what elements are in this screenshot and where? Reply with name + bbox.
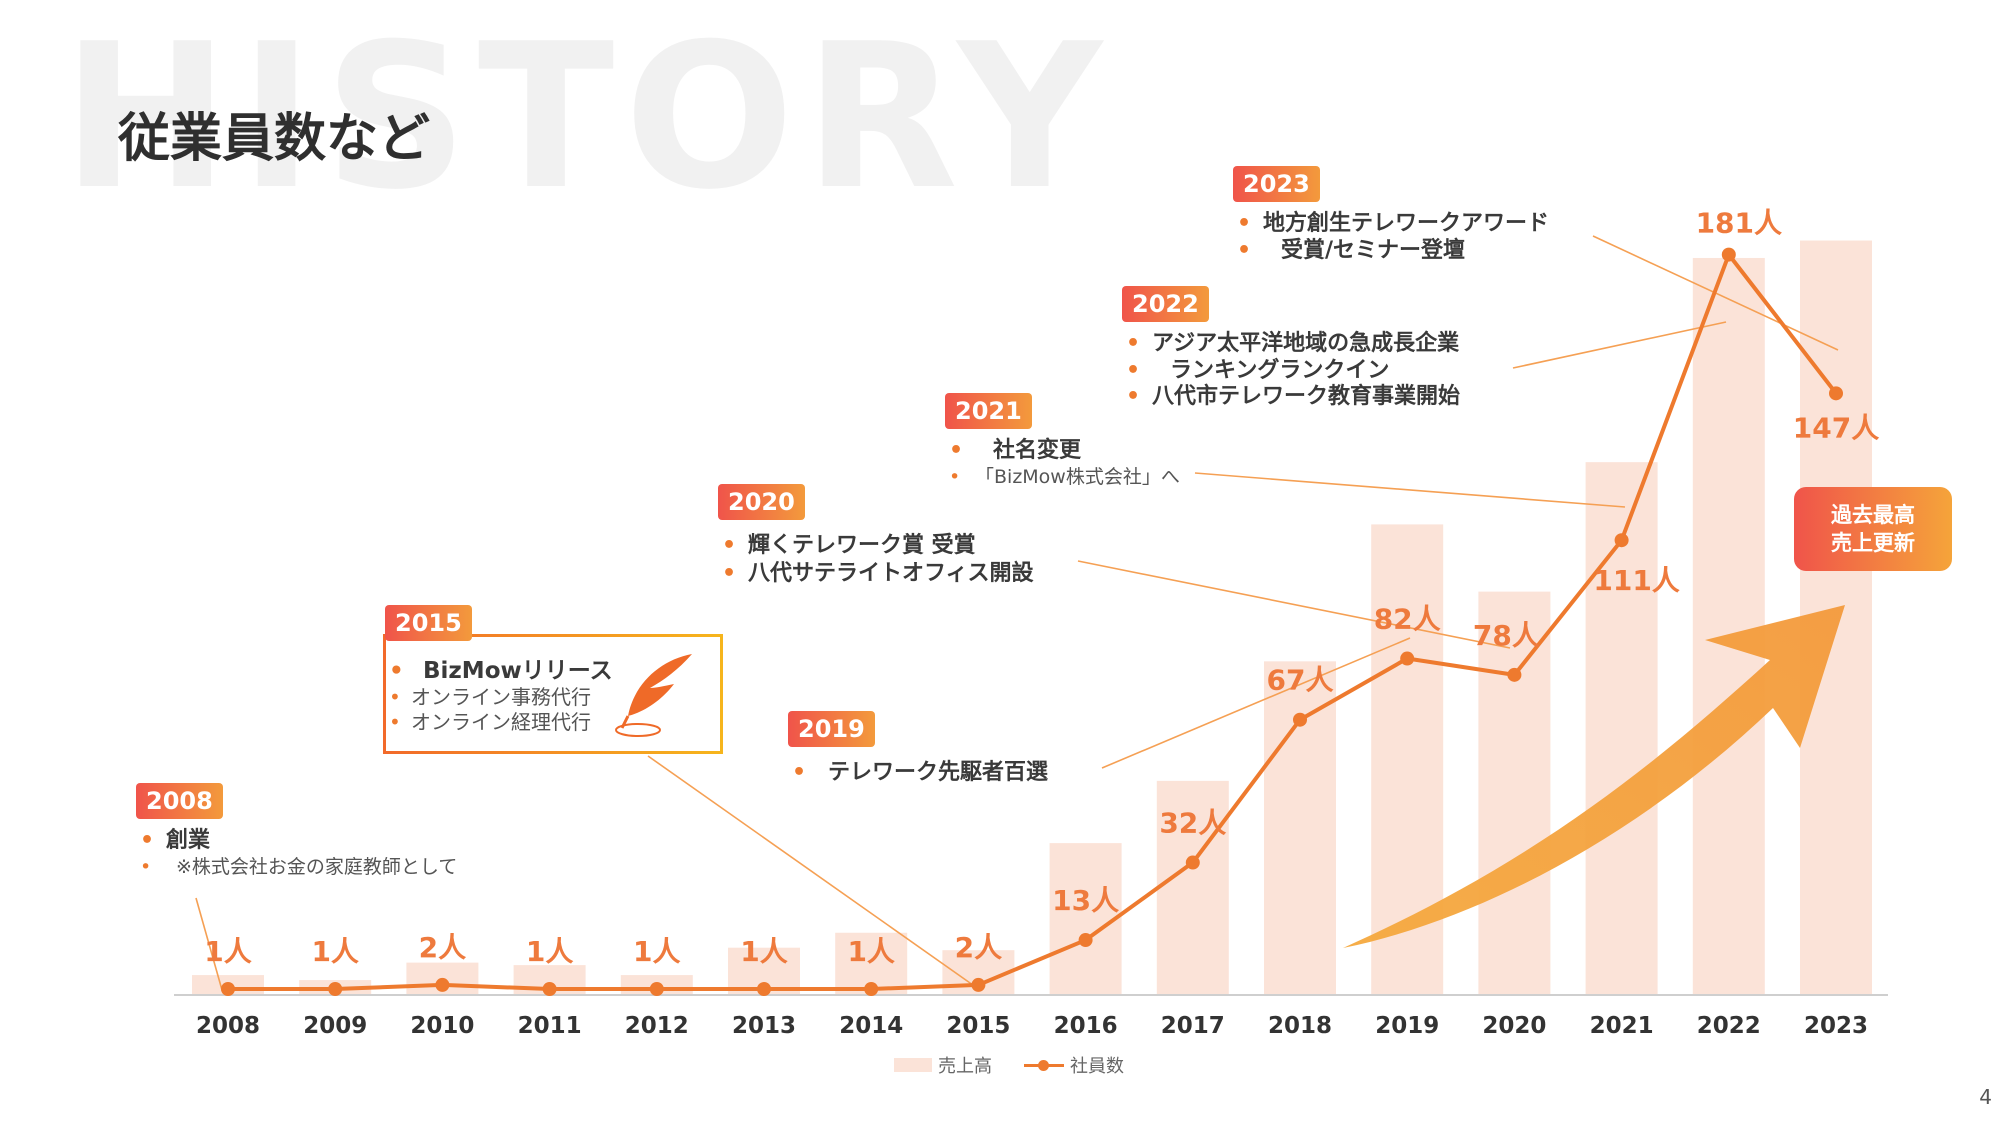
x-tick-label: 2009 [303,1013,367,1039]
annotation-2020: 2020 輝くテレワーク賞 受賞 八代サテライトオフィス開設 [718,484,1034,588]
employee-point-2022 [1721,247,1736,262]
employee-point-2012 [649,982,664,996]
record-badge-line2: 売上更新 [1831,531,1915,555]
annotation-2019: 2019 テレワーク先駆者百選 [788,711,1048,787]
annotation-item: 輝くテレワーク賞 受賞 [718,532,1034,560]
employee-data-label: 1人 [847,935,894,968]
annotation-2023: 2023 地方創生テレワークアワード 受賞/セミナー登壇 [1233,166,1549,263]
background-watermark: HISTORY [62,1,1113,234]
sales-bar-2021 [1585,462,1658,995]
employee-point-2014 [864,982,879,996]
annotation-item-cont: ランキングランクイン [1122,358,1460,383]
employee-point-2019 [1400,651,1415,666]
employee-point-2018 [1293,712,1307,727]
annotation-note: ※株式会社お金の家庭教師として [136,855,457,880]
year-tag: 2020 [718,484,805,520]
x-tick-label: 2011 [518,1013,582,1039]
x-tick-label: 2016 [1054,1013,1118,1039]
annotation-item: 地方創生テレワークアワード [1233,210,1549,238]
annotation-note: 「BizMow株式会社」へ [945,465,1180,490]
annotation-item: BizMowリリース [385,657,613,685]
growth-arrow [1343,605,1845,948]
chart-legend: 売上高 社員数 [894,1052,1124,1078]
sales-bar-2016 [1049,843,1122,995]
year-tag: 2019 [788,711,875,747]
employee-point-2020 [1507,667,1522,682]
year-tag: 2008 [136,783,223,819]
employee-point-2023 [1829,386,1843,401]
employee-data-label: 1人 [204,935,251,968]
annotation-item-cont: 受賞/セミナー登壇 [1233,238,1549,263]
annotation-item: テレワーク先駆者百選 [788,759,1048,787]
employee-point-2013 [757,982,771,996]
x-tick-label: 2020 [1482,1013,1546,1039]
sales-bar-2018 [1264,661,1336,995]
annotation-item: アジア太平洋地域の急成長企業 [1122,330,1460,358]
x-tick-label: 2022 [1697,1013,1761,1039]
employee-data-label: 82人 [1374,603,1441,636]
employee-point-2010 [435,977,450,992]
employee-point-2016 [1078,933,1093,948]
legend-line-swatch [1024,1058,1064,1072]
x-tick-label: 2014 [839,1013,903,1039]
employee-point-2021 [1614,533,1629,548]
employee-point-2009 [328,982,343,996]
sales-bar-2022 [1692,257,1765,996]
year-tag: 2021 [945,393,1032,429]
sales-bar-2020 [1478,591,1551,995]
employee-data-label: 1人 [311,935,358,968]
employee-data-label: 2人 [955,931,1002,964]
x-tick-label: 2018 [1268,1013,1332,1039]
employee-data-label: 2人 [419,931,466,964]
employee-data-label: 67人 [1267,664,1334,697]
page-number: 4 [1979,1085,1992,1109]
record-sales-badge: 過去最高 売上更新 [1794,487,1952,571]
year-tag: 2015 [385,605,472,641]
x-tick-label: 2015 [946,1013,1010,1039]
x-tick-label: 2021 [1590,1013,1654,1039]
legend-bar-label: 売上高 [938,1056,992,1077]
employee-data-label: 1人 [526,935,573,968]
annotation-2022: 2022 アジア太平洋地域の急成長企業 ランキングランクイン 八代市テレワーク教… [1122,286,1460,411]
employee-data-label: 78人 [1473,619,1540,652]
employee-data-label: 1人 [633,935,680,968]
x-tick-label: 2019 [1375,1013,1439,1039]
x-tick-label: 2008 [196,1013,260,1039]
employee-data-label: 13人 [1052,884,1119,917]
annotation-item: 創業 [136,827,457,855]
x-tick-label: 2013 [732,1013,796,1039]
legend-line-label: 社員数 [1070,1056,1124,1077]
annotation-2015: 2015 BizMowリリース オンライン事務代行 オンライン経理代行 [385,605,613,735]
employee-data-label: 111人 [1593,564,1679,597]
x-tick-label: 2012 [625,1013,689,1039]
employee-point-2011 [542,982,557,996]
employee-data-label: 1人 [740,935,787,968]
annotation-item: 社名変更 [945,437,1180,465]
employee-data-label: 181人 [1696,207,1782,240]
employee-count-line [228,252,1838,991]
x-tick-label: 2023 [1804,1013,1868,1039]
record-badge-line1: 過去最高 [1831,503,1915,527]
year-tag: 2022 [1122,286,1209,322]
annotation-note: オンライン事務代行 [385,685,613,710]
annotation-item: 八代市テレワーク教育事業開始 [1122,383,1460,411]
employee-data-label: 32人 [1159,807,1226,840]
year-tag: 2023 [1233,166,1320,202]
employee-point-2015 [971,977,986,992]
employee-point-2017 [1185,855,1200,870]
quill-pen-icon [615,654,692,737]
sales-bar-2017 [1156,780,1229,995]
annotation-note: オンライン経理代行 [385,710,613,735]
annotation-2008: 2008 創業 ※株式会社お金の家庭教師として [136,783,457,880]
x-tick-label: 2010 [410,1013,474,1039]
x-tick-label: 2017 [1161,1013,1225,1039]
page-title: 従業員数など [118,109,431,169]
employee-point-2008 [221,982,235,996]
annotation-2021: 2021 社名変更 「BizMow株式会社」へ [945,393,1180,490]
annotation-item: 八代サテライトオフィス開設 [718,560,1034,588]
legend-bar-swatch [894,1058,932,1072]
employee-data-label: 147人 [1793,411,1879,444]
